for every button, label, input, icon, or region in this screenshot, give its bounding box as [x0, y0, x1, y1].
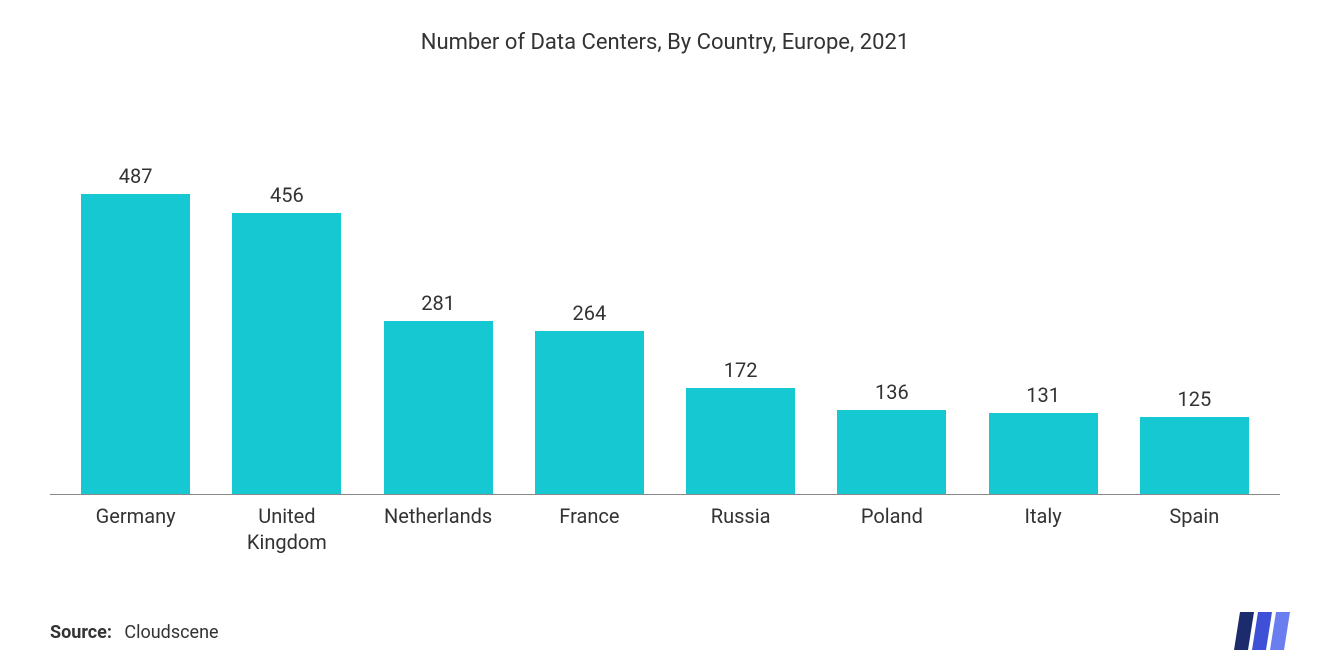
- bar-slot: 487: [60, 115, 211, 494]
- bar-value-label: 131: [1026, 385, 1060, 405]
- bar-slot: 281: [363, 115, 514, 494]
- source-footer: Source: Cloudscene: [50, 622, 219, 643]
- bar-value-label: 456: [270, 185, 304, 205]
- bar-value-label: 487: [119, 166, 153, 186]
- brand-logo-icon: [1234, 612, 1290, 650]
- bar: [384, 321, 493, 494]
- bar-slot: 136: [816, 115, 967, 494]
- bar-slot: 125: [1119, 115, 1270, 494]
- x-axis-label: Russia: [665, 503, 816, 555]
- bar-value-label: 281: [421, 293, 455, 313]
- bar-value-label: 172: [724, 360, 758, 380]
- bar-slot: 131: [968, 115, 1119, 494]
- chart-container: Number of Data Centers, By Country, Euro…: [0, 0, 1320, 665]
- logo-bar-2: [1252, 612, 1272, 650]
- x-axis-label: Italy: [968, 503, 1119, 555]
- plot-area: 487 456 281 264 172 136 131 125: [50, 115, 1280, 495]
- bar: [989, 413, 1098, 494]
- bar-value-label: 136: [875, 382, 909, 402]
- bar-value-label: 264: [573, 303, 607, 323]
- bar: [837, 410, 946, 494]
- x-axis-labels: GermanyUnitedKingdomNetherlandsFranceRus…: [50, 495, 1280, 555]
- bar-slot: 172: [665, 115, 816, 494]
- bar-slot: 264: [514, 115, 665, 494]
- x-axis-label: Poland: [816, 503, 967, 555]
- bar: [1140, 417, 1249, 494]
- bar: [535, 331, 644, 494]
- x-axis-label: Spain: [1119, 503, 1270, 555]
- x-axis-label: UnitedKingdom: [211, 503, 362, 555]
- x-axis-label: France: [514, 503, 665, 555]
- logo-bar-3: [1270, 612, 1290, 650]
- bar-slot: 456: [211, 115, 362, 494]
- bar: [81, 194, 190, 494]
- bar-value-label: 125: [1178, 389, 1212, 409]
- bar: [232, 213, 341, 494]
- logo-bar-1: [1234, 612, 1254, 650]
- x-axis-label: Netherlands: [363, 503, 514, 555]
- source-value: Cloudscene: [124, 622, 218, 643]
- bar: [686, 388, 795, 494]
- chart-title: Number of Data Centers, By Country, Euro…: [50, 30, 1280, 55]
- x-axis-label: Germany: [60, 503, 211, 555]
- source-label: Source:: [50, 622, 112, 643]
